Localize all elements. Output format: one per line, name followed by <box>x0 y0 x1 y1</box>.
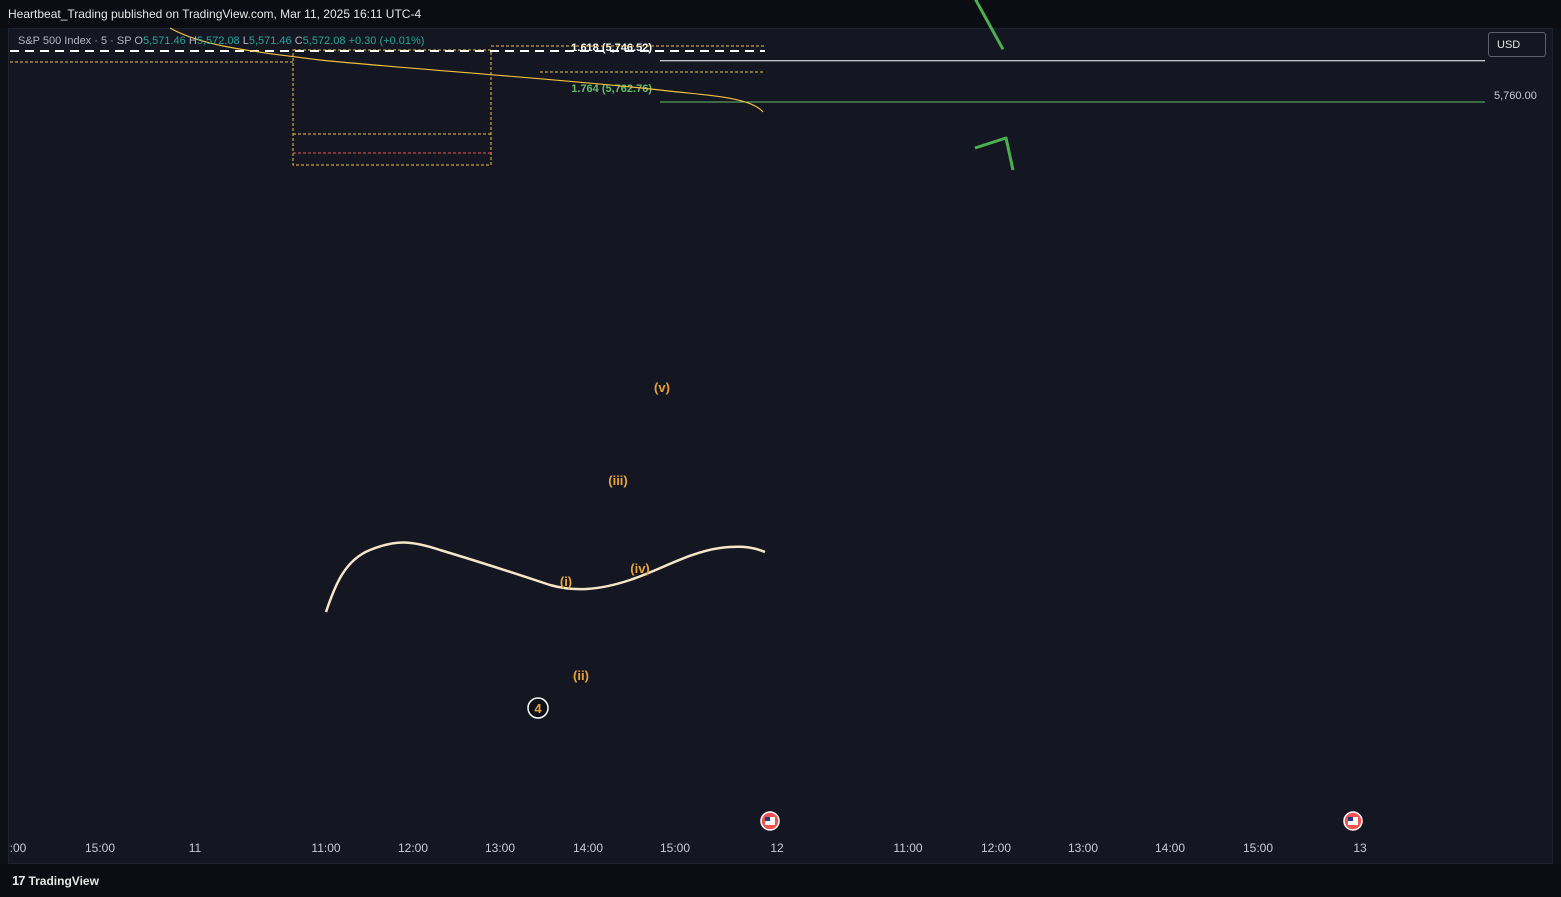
elliott-wave-label: (i) <box>560 574 572 589</box>
x-tick-label: 11:00 <box>893 841 922 855</box>
symbol-legend: S&P 500 Index · 5 · SP O5,571.46 H5,572.… <box>18 35 424 47</box>
x-tick-label: 14:00 <box>573 841 603 855</box>
publish-header: Heartbeat_Trading published on TradingVi… <box>0 0 1561 28</box>
x-tick-label: 11:00 <box>311 841 340 855</box>
legend-high-label: H <box>188 35 197 47</box>
x-tick-label: 11 <box>189 841 202 855</box>
x-tick-label: 15:00 <box>85 841 115 855</box>
moving-average-line <box>169 27 764 113</box>
legend-high-value: 5,572.08 <box>196 35 240 47</box>
x-tick-label: 13:00 <box>1068 841 1098 855</box>
projection-arrow <box>974 0 1005 51</box>
x-tick-label: 12 <box>770 841 784 855</box>
publish-title: Heartbeat_Trading published on TradingVi… <box>8 7 422 21</box>
currency-button[interactable]: USD <box>1488 32 1546 57</box>
fib-level-label: 1.764 (5,762.76) <box>571 83 652 95</box>
tradingview-logo-text: TradingView <box>28 873 99 888</box>
legend-close-value: 5,572.08 <box>302 35 346 47</box>
chart-frame[interactable] <box>8 28 1553 864</box>
elliott-wave-label: (iii) <box>608 473 628 488</box>
smoothed-price-curve <box>324 541 766 613</box>
footer-bar: 17 TradingView <box>0 864 1561 897</box>
legend-open-label: O <box>134 35 143 47</box>
x-tick-label: 13:00 <box>485 841 515 855</box>
upper-zone-box <box>292 49 492 166</box>
tradingview-logo: 17 TradingView <box>12 873 99 888</box>
legend-change: +0.30 (+0.01%) <box>348 35 425 47</box>
wave-4-marker <box>527 697 549 719</box>
legend-open-value: 5,571.46 <box>142 35 186 47</box>
legend-low-label: L <box>242 35 249 47</box>
x-tick-label: :00 <box>10 841 27 855</box>
tradingview-logo-icon: 17 <box>12 873 26 888</box>
x-tick-label: 12:00 <box>981 841 1011 855</box>
elliott-wave-label: (v) <box>654 380 670 395</box>
y-tick-label: 5,760.00 <box>1494 90 1537 102</box>
x-tick-label: 12:00 <box>398 841 428 855</box>
legend-symbol: S&P 500 Index · 5 · SP <box>18 35 132 47</box>
elliott-wave-label: (ii) <box>573 668 589 683</box>
us-flag-icon <box>1348 817 1353 821</box>
x-tick-label: 13 <box>1353 841 1367 855</box>
legend-close-label: C <box>294 35 303 47</box>
x-tick-label: 15:00 <box>660 841 690 855</box>
elliott-wave-label: 4 <box>534 701 542 716</box>
x-tick-label: 14:00 <box>1155 841 1185 855</box>
projection-arrow-head <box>974 136 1015 171</box>
legend-low-value: 5,571.46 <box>248 35 292 47</box>
us-flag-icon <box>765 817 770 821</box>
elliott-wave-label: (iv) <box>630 561 650 576</box>
x-tick-label: 15:00 <box>1243 841 1273 855</box>
